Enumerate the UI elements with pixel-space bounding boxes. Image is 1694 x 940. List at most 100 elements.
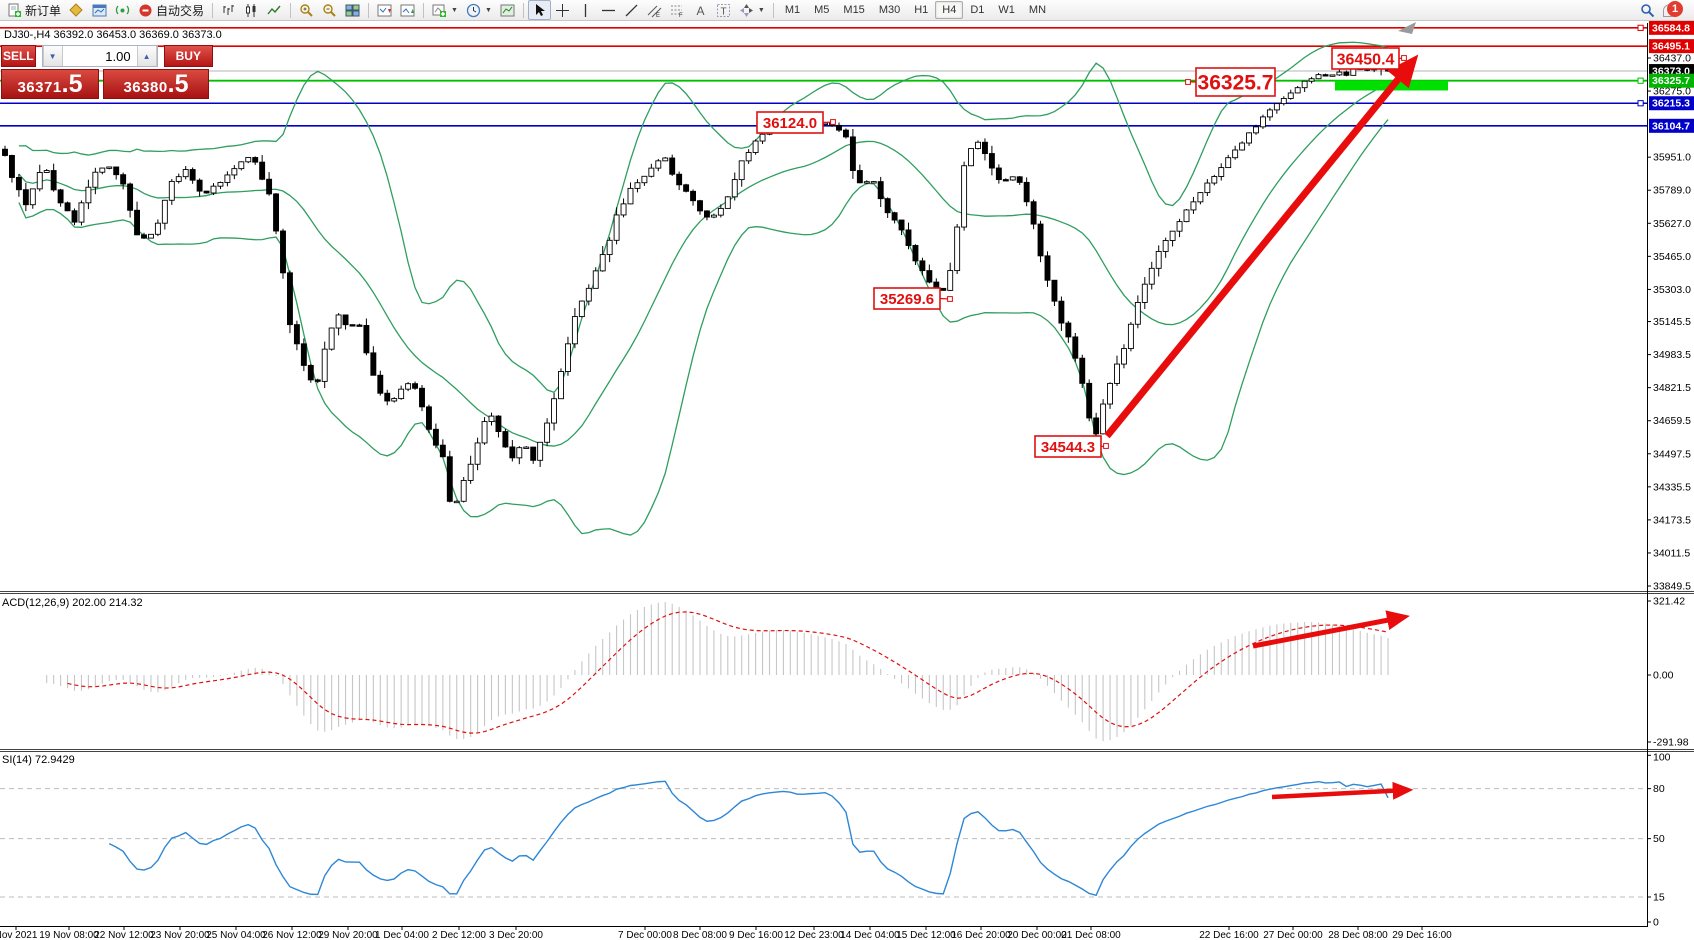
rsi-axis-label: 0 (1653, 917, 1659, 929)
candle-body (870, 181, 877, 184)
price-axis-tick-label: 34011.5 (1653, 547, 1690, 559)
price-annotation-label[interactable]: 36124.0 (756, 111, 836, 134)
line-anchor-handle[interactable] (1637, 100, 1644, 107)
template-button[interactable] (496, 0, 519, 20)
cursor-button[interactable] (527, 0, 551, 20)
line-chart-button[interactable] (263, 0, 286, 20)
buy-button[interactable]: BUY (163, 45, 213, 67)
trend-arrow-macd[interactable] (1252, 610, 1410, 649)
sell-price-box[interactable]: 36371 .5 (1, 69, 99, 99)
svg-text:E: E (656, 13, 660, 18)
candle-body (1176, 221, 1183, 232)
indicator-list-button[interactable] (396, 0, 419, 20)
timeframe-button-h1[interactable]: H1 (914, 4, 929, 16)
fibonacci-button[interactable]: F (666, 0, 689, 20)
buy-price-box[interactable]: 36380 .5 (103, 69, 209, 99)
candle-body (210, 185, 217, 194)
candle-body (947, 270, 954, 291)
text-icon: A (693, 3, 708, 18)
sell-button[interactable]: SELL (1, 45, 36, 67)
time-axis-label: 16 Dec 20:00 (951, 930, 1011, 940)
time-axis-label: 14 Dec 04:00 (840, 930, 900, 940)
rsi-pane (0, 780, 1647, 898)
candle-body (432, 428, 439, 446)
trendline-button[interactable] (620, 0, 643, 20)
candle-body (141, 234, 147, 239)
signals-icon (115, 3, 130, 18)
text-label-button[interactable]: T (712, 0, 735, 20)
candle-body (1266, 109, 1273, 118)
candle-body (1162, 240, 1169, 252)
zoom-in-button[interactable] (295, 0, 318, 20)
timeframe-button-mn[interactable]: MN (1028, 4, 1047, 16)
candle-chart-button[interactable] (240, 0, 263, 20)
autotrade-button[interactable]: 自动交易 (134, 0, 208, 20)
candle-body (1009, 176, 1016, 181)
candle-body (273, 193, 279, 232)
add-indicator-button[interactable]: ▼ (428, 0, 462, 20)
line-anchor-handle[interactable] (1637, 24, 1644, 31)
shapes-button[interactable]: ▼ (735, 0, 769, 20)
price-axis-tick-label: 34983.5 (1653, 349, 1691, 361)
time-axis-label: 29 Nov 20:00 (318, 930, 378, 940)
new-order-button[interactable]: 新订单 (3, 0, 65, 20)
svg-text:35269.6: 35269.6 (880, 291, 934, 308)
seal-button[interactable] (65, 0, 88, 20)
toolbar-separator (423, 2, 425, 18)
periods-button[interactable]: ▼ (462, 0, 496, 20)
timeframe-button-m30[interactable]: M30 (878, 4, 901, 16)
timeframe-button-h4[interactable]: H4 (935, 1, 964, 19)
time-axis-label: 19 Nov 08:00 (39, 930, 99, 940)
notifications-button[interactable]: 1 (1663, 1, 1683, 19)
indicator-up-icon (400, 3, 415, 18)
price-axis-tick-label: 35789.0 (1653, 185, 1691, 197)
signals-button[interactable] (111, 0, 134, 20)
candle-body (843, 129, 849, 138)
candle-body (565, 343, 571, 372)
search-icon[interactable] (1640, 3, 1655, 18)
price-annotation-label[interactable]: 34544.3 (1034, 435, 1109, 458)
candle-body (509, 446, 516, 459)
candle-body (1079, 357, 1086, 384)
horizontal-line-button[interactable] (597, 0, 620, 20)
price-annotation-label[interactable]: 36450.4 (1331, 47, 1407, 70)
volume-input[interactable] (62, 46, 137, 66)
zoom-out-button[interactable] (318, 0, 341, 20)
indicator-window-button[interactable] (373, 0, 396, 20)
macd-indicator-label: ACD(12,26,9) 202.00 214.32 (2, 597, 143, 609)
trend-arrow-rsi[interactable] (1271, 781, 1414, 800)
price-annotation-label[interactable]: 35269.6 (873, 287, 953, 310)
market-watch-button[interactable] (88, 0, 111, 20)
drawings[interactable]: 36124.0 35269.6 34544.3 36325.7 36450.4 (756, 22, 1448, 800)
zoom-out-icon (322, 3, 337, 18)
candle-body (92, 171, 99, 188)
equidistant-channel-button[interactable]: E (643, 0, 666, 20)
timeframe-button-w1[interactable]: W1 (998, 4, 1015, 16)
timeframe-button-m1[interactable]: M1 (784, 4, 801, 16)
candle-body (1336, 71, 1343, 76)
price-annotation-label[interactable]: 36325.7 (1185, 67, 1276, 97)
trend-arrow-main[interactable] (1104, 54, 1419, 439)
autotrade-button-label: 自动交易 (156, 3, 205, 18)
candle-body (620, 203, 627, 216)
candle-body (1127, 323, 1134, 350)
candle-body (1120, 348, 1127, 365)
price-axis-tick-label: 34497.5 (1653, 448, 1691, 460)
vertical-line-button[interactable] (574, 0, 597, 20)
timeframe-button-d1[interactable]: D1 (970, 4, 985, 16)
candle-body (919, 260, 926, 272)
candle-body (1225, 157, 1232, 169)
price-axis-chip (1649, 73, 1694, 88)
text-button[interactable]: A (689, 0, 712, 20)
crosshair-button[interactable] (551, 0, 574, 20)
line-anchor-handle[interactable] (1637, 77, 1644, 84)
timeframe-button-m15[interactable]: M15 (843, 4, 865, 16)
timeframe-button-m5[interactable]: M5 (814, 4, 830, 16)
volume-increase-button[interactable]: ▲ (136, 46, 157, 66)
tile-windows-button[interactable] (341, 0, 364, 20)
time-axis-label: 22 Dec 16:00 (1199, 930, 1259, 940)
volume-decrease-button[interactable]: ▼ (42, 46, 63, 66)
bar-chart-button[interactable] (217, 0, 240, 20)
channel-icon: E (647, 3, 662, 18)
